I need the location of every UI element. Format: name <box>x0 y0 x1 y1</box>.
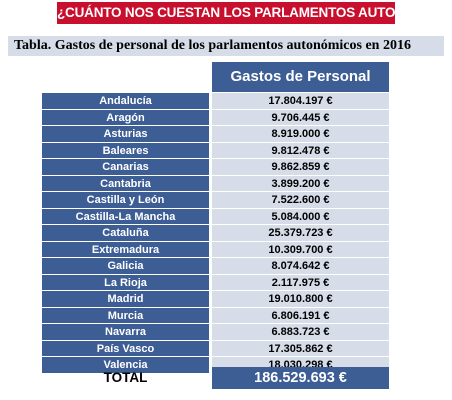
table-row: Castilla-La Mancha 5.084.000 € <box>42 208 389 225</box>
region-amount: 25.379.723 € <box>212 225 389 242</box>
region-amount: 8.074.642 € <box>212 258 389 275</box>
region-name: Baleares <box>42 142 209 159</box>
region-amount: 17.804.197 € <box>212 93 389 110</box>
table-row: Castilla y León 7.522.600 € <box>42 192 389 209</box>
page-banner: ¿CUÁNTO NOS CUESTAN LOS PARLAMENTOS AUTO… <box>57 2 395 24</box>
table-row: Cataluña 25.379.723 € <box>42 225 389 242</box>
region-name: Canarias <box>42 159 209 176</box>
region-amount: 7.522.600 € <box>212 192 389 209</box>
total-label: TOTAL <box>103 370 148 385</box>
region-amount: 5.084.000 € <box>212 208 389 225</box>
table-row: Canarias 9.862.859 € <box>42 159 389 176</box>
region-name: Extremadura <box>42 241 209 258</box>
region-amount: 8.919.000 € <box>212 126 389 143</box>
table-row: País Vasco 17.305.862 € <box>42 340 389 357</box>
table-row: Extremadura 10.309.700 € <box>42 241 389 258</box>
region-name: Andalucía <box>42 93 209 110</box>
table-row: Asturias 8.919.000 € <box>42 126 389 143</box>
region-name: Galicia <box>42 258 209 275</box>
region-name: Cataluña <box>42 225 209 242</box>
region-amount: 6.806.191 € <box>212 307 389 324</box>
region-name: Murcia <box>42 307 209 324</box>
total-row: TOTAL 186.529.693 € <box>42 367 389 389</box>
region-name: Asturias <box>42 126 209 143</box>
column-header: Gastos de Personal <box>212 62 389 92</box>
region-name: Valencia <box>42 357 209 374</box>
region-amount: 17.305.862 € <box>212 340 389 357</box>
table-row: Murcia 6.806.191 € <box>42 307 389 324</box>
total-amount: 186.529.693 € <box>212 367 389 389</box>
table-caption: Tabla. Gastos de personal de los parlame… <box>8 36 444 56</box>
region-name: Castilla y León <box>42 192 209 209</box>
region-name: Cantabria <box>42 175 209 192</box>
region-amount: 10.309.700 € <box>212 241 389 258</box>
region-name: Madrid <box>42 291 209 308</box>
table-row: Navarra 6.883.723 € <box>42 324 389 341</box>
table-row: Galicia 8.074.642 € <box>42 258 389 275</box>
region-amount: 9.706.445 € <box>212 109 389 126</box>
region-name: País Vasco <box>42 340 209 357</box>
table-body: Andalucía 17.804.197 € Aragón 9.706.445 € As… <box>42 93 389 374</box>
region-amount: 6.883.723 € <box>212 324 389 341</box>
region-name: Castilla-La Mancha <box>42 208 209 225</box>
region-name: La Rioja <box>42 274 209 291</box>
region-amount: 2.117.975 € <box>212 274 389 291</box>
region-amount: 19.010.800 € <box>212 291 389 308</box>
table-row: Andalucía 17.804.197 € <box>42 93 389 110</box>
region-amount: 9.862.859 € <box>212 159 389 176</box>
table-row: Baleares 9.812.478 € <box>42 142 389 159</box>
table-row: Madrid 19.010.800 € <box>42 291 389 308</box>
region-amount: 3.899.200 € <box>212 175 389 192</box>
table-row: Aragón 9.706.445 € <box>42 109 389 126</box>
region-name: Navarra <box>42 324 209 341</box>
table-row: Cantabria 3.899.200 € <box>42 175 389 192</box>
region-amount: 9.812.478 € <box>212 142 389 159</box>
region-name: Aragón <box>42 109 209 126</box>
table-row: La Rioja 2.117.975 € <box>42 274 389 291</box>
